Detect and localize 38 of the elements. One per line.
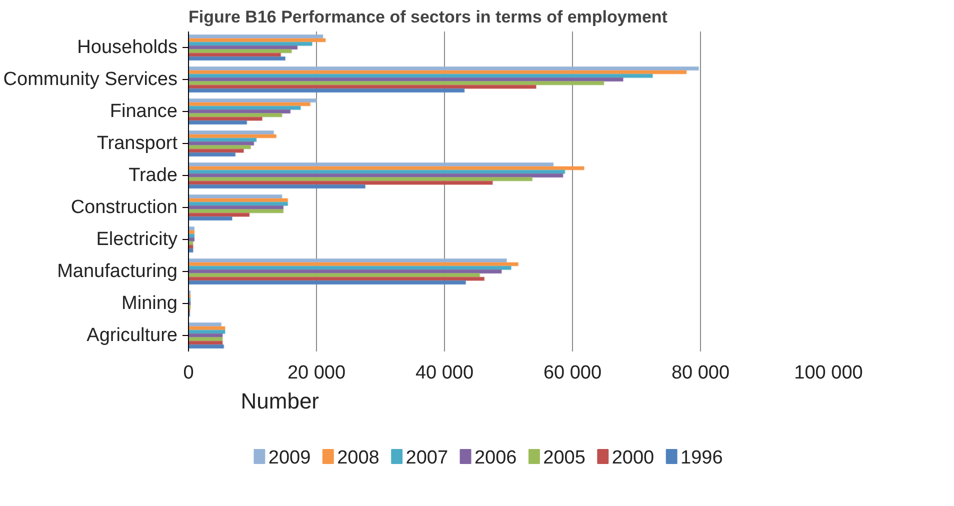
y-tick-label: Trade — [128, 165, 178, 186]
x-tick-label: 0 — [183, 362, 194, 384]
y-tick-label: Construction — [70, 197, 178, 218]
legend-label: 2007 — [406, 448, 448, 468]
x-tick-label: 100 000 — [794, 362, 863, 384]
x-tick-label: 60 000 — [543, 362, 602, 384]
x-axis-title: Number — [240, 388, 320, 414]
legend-label: 2005 — [543, 448, 586, 468]
y-tick-label: Community Services — [3, 69, 178, 90]
bar — [188, 56, 286, 61]
y-tick-label: Transport — [96, 133, 178, 154]
legend-label: 2009 — [268, 448, 311, 468]
y-tick-label: Mining — [122, 293, 178, 314]
bar — [188, 106, 301, 110]
bar — [188, 280, 466, 285]
bar — [188, 74, 653, 78]
legend-label: 2000 — [612, 448, 654, 468]
bar — [188, 248, 194, 253]
bar — [188, 184, 366, 189]
bar — [188, 88, 465, 93]
legend-label: 1996 — [680, 448, 723, 468]
bar — [188, 152, 236, 157]
y-tick-label: Households — [77, 37, 178, 58]
bar — [188, 216, 233, 221]
y-tick-label: Manufacturing — [57, 261, 178, 282]
bar — [188, 266, 512, 270]
bar — [188, 42, 313, 46]
y-tick-label: Agriculture — [86, 325, 178, 346]
x-tick-label: 20 000 — [287, 362, 346, 384]
x-tick-label: 80 000 — [671, 362, 730, 384]
legend-label: 2006 — [474, 448, 517, 468]
y-tick-label: Finance — [110, 101, 178, 122]
chart-title: Figure B16 Performance of sectors in terms of employment — [188, 8, 668, 26]
bar — [188, 120, 248, 125]
y-tick-label: Electricity — [96, 229, 178, 250]
bar — [188, 344, 224, 349]
legend-label: 2008 — [337, 448, 380, 468]
x-tick-label: 40 000 — [415, 362, 474, 384]
